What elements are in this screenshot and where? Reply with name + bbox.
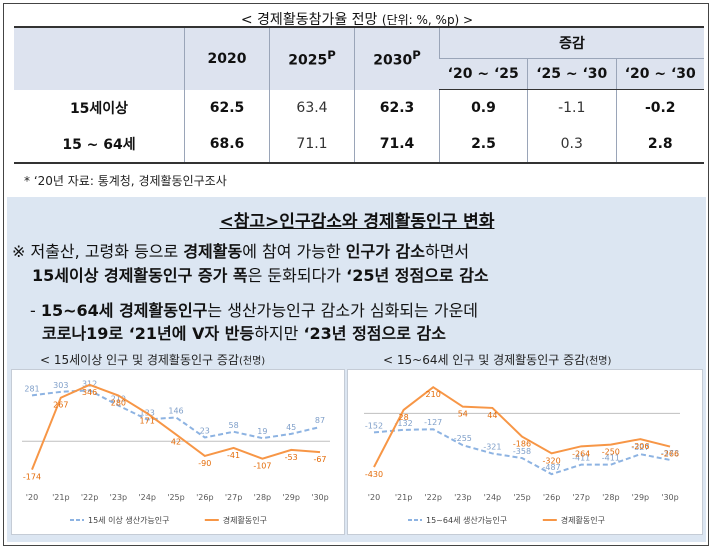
data-label: -67 (313, 455, 326, 464)
chart2-title: < 15~64세 인구 및 경제활동인구 증감(천명) (383, 353, 612, 367)
data-label: -127 (424, 418, 442, 427)
series-line (373, 385, 671, 468)
data-label: 146 (168, 406, 183, 415)
col-2020: 2020 (184, 26, 270, 90)
x-tick-label: '21p (52, 493, 69, 502)
reference-line-1: ※ 저출산, 고령화 등으로 경제활동에 참여 가능한 인구가 감소하면서 (12, 242, 470, 261)
x-tick-label: '29p (282, 493, 299, 502)
data-label: -90 (198, 459, 211, 468)
reference-title: <참고>인구감소와 경제활동인구 변화 (219, 212, 495, 232)
table-corner (14, 26, 185, 90)
data-label: -266 (661, 450, 679, 459)
data-label: 87 (315, 416, 325, 425)
source-note: * ‘20년 자료: 통계청, 경제활동인구조사 (24, 174, 227, 188)
chart1-svg: '20 '21p '22p '23p '24p '25p '26p '27p '28p '29p '… (22, 379, 330, 525)
reference-line-2: 15세이상 경제활동인구 증가 폭은 둔화되다가 ‘25년 정점으로 감소 (32, 266, 489, 285)
data-label: 44 (487, 411, 497, 420)
x-tick-label: '28p (254, 493, 271, 502)
data-label: 171 (140, 416, 155, 425)
x-tick-label: '26p (196, 493, 213, 502)
chart2-svg: '20 '21p '22p '23p '24p '25p '26p '27p '28p '29p '… (364, 385, 680, 525)
col-d2: ‘25 ~ ‘30 (526, 58, 617, 90)
data-label: 23 (200, 426, 210, 435)
legend-label: 15세 이상 생산가능인구 (88, 515, 170, 525)
data-label: -107 (253, 462, 271, 471)
x-tick-label: '29p (632, 493, 649, 502)
col-2030: 2030P (354, 26, 440, 90)
data-label: -411 (572, 454, 590, 463)
data-label: -321 (483, 442, 501, 451)
chart1-title: < 15세이상 인구 및 경제활동인구 증감(천명) (40, 353, 266, 367)
data-label: 267 (53, 401, 68, 410)
reference-line-4: 코로나19로 ‘21년에 V자 반등하지만 ‘23년 정점으로 감소 (42, 324, 446, 343)
data-label: 280 (111, 399, 126, 408)
series-line (31, 389, 321, 440)
data-label: -373 (661, 449, 679, 458)
chart2: '20 '21p '22p '23p '24p '25p '26p '27p '28p '29p '… (347, 369, 703, 535)
data-label: -250 (602, 448, 620, 457)
participation-table: 2020 2025P 2030P 증감 ‘20 ~ ‘25 ‘25 ~ ‘30 … (14, 26, 704, 164)
table-row: 15 ~ 64세 68.6 71.1 71.4 2.5 0.3 2.8 (14, 126, 704, 164)
data-label: -320 (543, 456, 561, 465)
col-change: 증감 (439, 26, 704, 59)
col-2025: 2025P (269, 26, 355, 90)
data-label: -174 (23, 473, 41, 482)
x-tick-label: '25p (167, 493, 184, 502)
data-label: 54 (458, 410, 468, 419)
x-tick-label: '30p (311, 493, 328, 502)
data-label: -206 (631, 442, 649, 451)
data-label: 58 (229, 421, 239, 430)
data-label: -186 (513, 440, 531, 449)
series-line (31, 383, 321, 470)
x-tick-label: '22p (81, 493, 98, 502)
x-tick-label: '25p (513, 493, 530, 502)
legend-label: 경제활동인구 (561, 515, 605, 525)
x-tick-label: '20 (368, 493, 380, 502)
x-tick-label: '24p (484, 493, 501, 502)
data-label: 219 (111, 395, 126, 404)
legend-label: 경제활동인구 (223, 515, 267, 525)
x-tick-label: '27p (225, 493, 242, 502)
data-label: 210 (426, 390, 441, 399)
table-title: < 경제활동참가율 전망 (단위: %, %p) > (240, 12, 474, 28)
data-label: 346 (82, 388, 97, 397)
table-row: 15세이상 62.5 63.4 62.3 0.9 -1.1 -0.2 (14, 89, 704, 126)
data-label: -255 (454, 434, 472, 443)
series-line (373, 428, 671, 476)
data-label: 19 (257, 427, 267, 436)
data-label: -53 (285, 453, 298, 462)
data-label: 28 (399, 413, 409, 422)
x-tick-label: '23p (110, 493, 127, 502)
data-label: -411 (602, 454, 620, 463)
x-tick-label: '20 (26, 493, 38, 502)
data-label: -152 (365, 421, 383, 430)
data-label: -358 (513, 447, 531, 456)
x-tick-label: '28p (602, 493, 619, 502)
data-label: 303 (53, 381, 68, 390)
col-d3: ‘20 ~ ‘30 (615, 58, 704, 90)
data-label: -41 (227, 451, 240, 460)
data-label: -327 (631, 443, 649, 452)
data-label: -132 (395, 419, 413, 428)
chart1: '20 '21p '22p '23p '24p '25p '26p '27p '28p '29p '… (11, 369, 345, 535)
data-label: 281 (24, 384, 39, 393)
x-tick-label: '27p (572, 493, 589, 502)
reference-line-3: - 15~64세 경제활동인구는 생산가능인구 감소가 심화되는 가운데 (30, 301, 479, 320)
legend-label: 15~64세 생산가능인구 (426, 515, 507, 525)
x-tick-label: '30p (661, 493, 678, 502)
data-label: 45 (286, 423, 296, 432)
data-label: -487 (543, 463, 561, 472)
data-label: -264 (572, 449, 590, 458)
col-d1: ‘20 ~ ‘25 (439, 58, 528, 90)
outer-frame (3, 3, 709, 546)
x-tick-label: '21p (395, 493, 412, 502)
x-tick-label: '22p (424, 493, 441, 502)
x-tick-label: '26p (543, 493, 560, 502)
data-label: -430 (365, 470, 383, 479)
data-label: 42 (171, 437, 181, 446)
x-tick-label: '24p (138, 493, 155, 502)
x-tick-label: '23p (454, 493, 471, 502)
